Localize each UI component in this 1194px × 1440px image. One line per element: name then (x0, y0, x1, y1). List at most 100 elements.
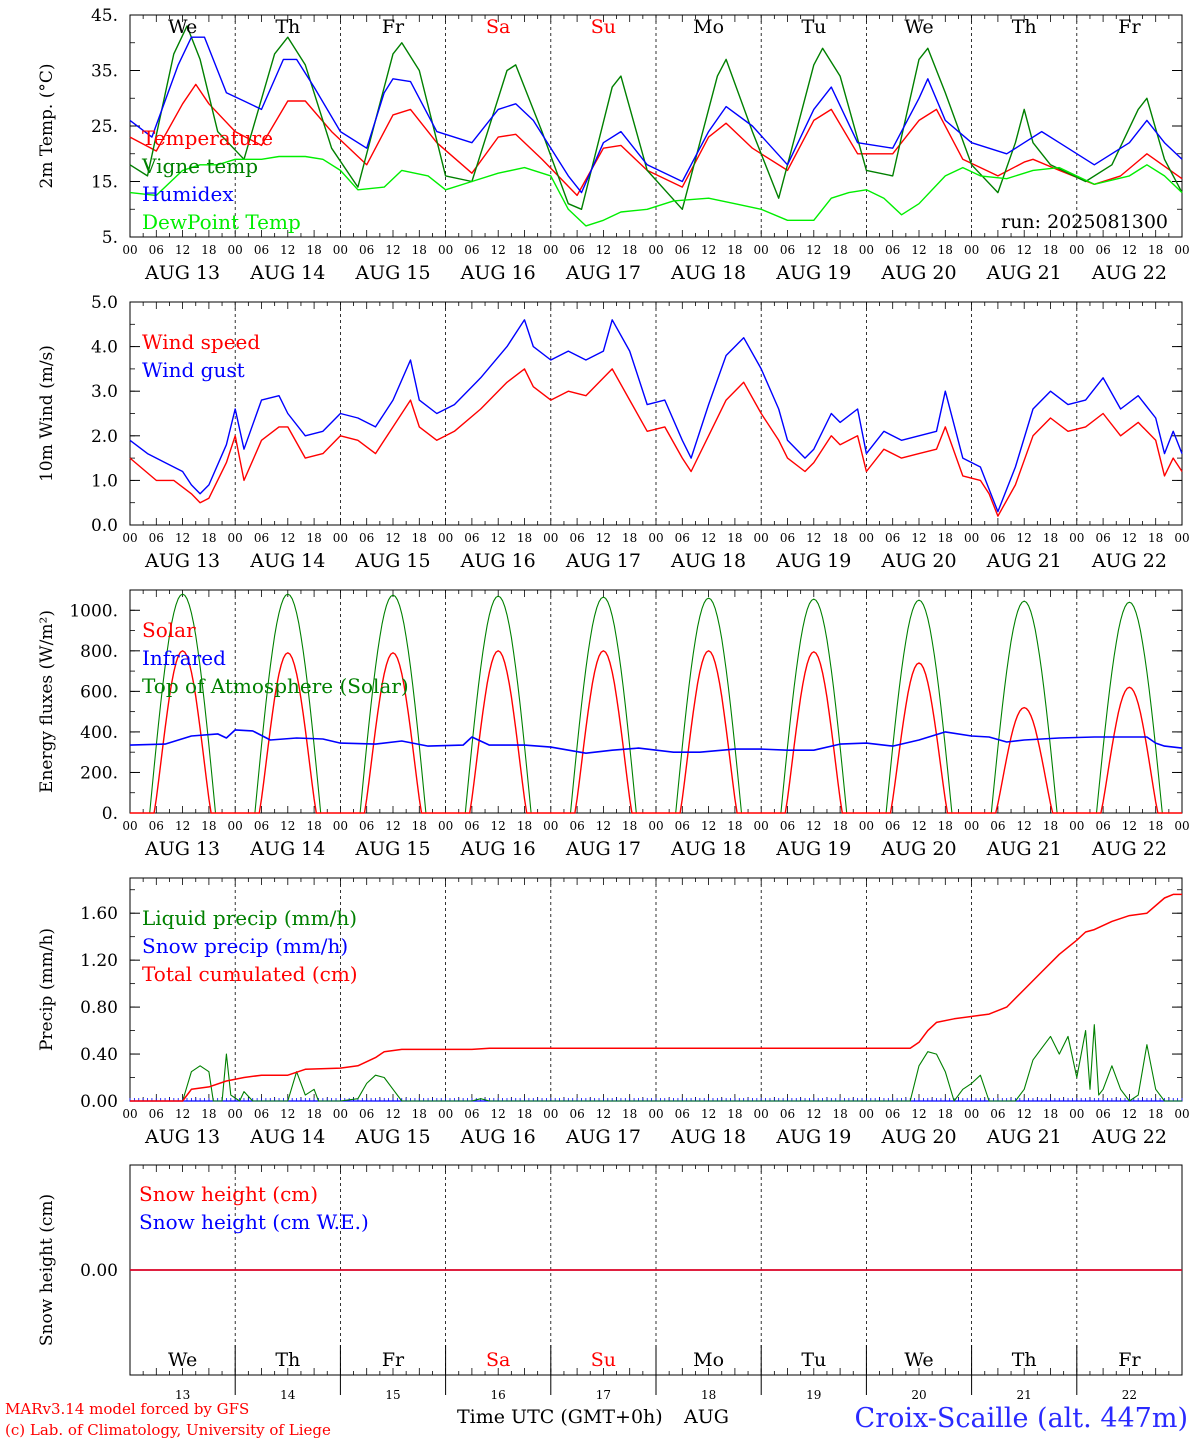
hour-tick-label: 06 (1095, 531, 1110, 545)
series-line-humidex (129, 36, 1183, 194)
date-label: AUG 20 (880, 1126, 956, 1148)
y-tick-label: 2.0 (91, 427, 118, 447)
hour-tick-label: 00 (859, 819, 874, 833)
hour-tick-label: 12 (701, 531, 716, 545)
hour-tick-label: 12 (280, 531, 295, 545)
date-label: AUG 18 (670, 262, 746, 284)
hour-tick-label: 00 (859, 243, 874, 257)
y-tick-label: 1000. (69, 601, 118, 621)
hour-tick-label: 00 (122, 819, 137, 833)
y-tick-label: 0.0 (91, 516, 118, 536)
hour-tick-label: 00 (438, 1107, 453, 1121)
hour-tick-label: 12 (280, 819, 295, 833)
hour-tick-label: 06 (675, 531, 690, 545)
hour-tick-label: 18 (622, 243, 637, 257)
hour-tick-label: 12 (175, 819, 190, 833)
hour-tick-label: 12 (491, 531, 506, 545)
panel-snow: 0.00 Snow height (cm) Snow height (cm) Snow… (37, 1164, 1183, 1376)
legend-entry: Infrared (142, 646, 226, 670)
y-tick-label: 200. (80, 763, 118, 783)
hour-tick-label: 06 (464, 531, 479, 545)
hour-tick-label: 06 (359, 1107, 374, 1121)
hour-tick-label: 18 (412, 243, 427, 257)
series-line-total-cumulated (130, 893, 1182, 1102)
hour-tick-label: 00 (122, 1107, 137, 1121)
hour-tick-label: 06 (885, 1107, 900, 1121)
day-name-label: We (904, 16, 933, 38)
hour-tick-label: 18 (1043, 243, 1058, 257)
y-axis-label: 10m Wind (m/s) (37, 345, 57, 482)
hour-tick-label: 18 (832, 531, 847, 545)
hour-tick-label: 00 (1174, 531, 1189, 545)
hour-tick-label: 06 (885, 819, 900, 833)
run-label: run: 2025081300 (1001, 211, 1168, 233)
hour-tick-label: 12 (911, 819, 926, 833)
hour-tick-label: 06 (149, 1107, 164, 1121)
date-label: AUG 21 (986, 838, 1062, 860)
date-label: AUG 14 (249, 262, 325, 284)
hour-tick-label: 00 (228, 243, 243, 257)
hour-tick-label: 00 (859, 1107, 874, 1121)
date-label: AUG 21 (986, 262, 1062, 284)
hour-tick-label: 18 (938, 243, 953, 257)
date-label: AUG 20 (880, 838, 956, 860)
day-name-label: Fr (1118, 16, 1141, 38)
hour-tick-label: 06 (569, 819, 584, 833)
series-line-infrared (129, 729, 1183, 754)
hour-tick-label: 12 (1017, 243, 1032, 257)
date-label: AUG 16 (460, 262, 536, 284)
day-name-label: Sa (486, 16, 510, 38)
date-label: AUG 14 (249, 1126, 325, 1148)
y-axis-label: Precip (mm/h) (37, 928, 57, 1051)
hour-tick-label: 12 (806, 1107, 821, 1121)
date-label: AUG 13 (144, 1126, 220, 1148)
hour-tick-label: 06 (359, 243, 374, 257)
date-label: AUG 17 (565, 550, 641, 572)
hour-tick-label: 18 (832, 243, 847, 257)
hour-tick-label: 06 (1095, 819, 1110, 833)
hour-tick-label: 00 (859, 531, 874, 545)
day-name-label: Th (1012, 1349, 1037, 1371)
hour-tick-label: 18 (201, 531, 216, 545)
y-axis-label: 2m Temp. (°C) (37, 63, 57, 188)
day-number-label: 15 (385, 1388, 400, 1402)
panel-precip: 1.60 1.20 0.80 0.40 0.00 Precip (mm/h) 00 06 12 1… (37, 877, 1190, 1148)
y-tick-label: 800. (80, 642, 118, 662)
hour-tick-label: 12 (491, 243, 506, 257)
date-label: AUG 16 (460, 1126, 536, 1148)
hour-tick-label: 18 (201, 243, 216, 257)
hour-tick-label: 00 (438, 819, 453, 833)
hour-tick-label: 12 (175, 1107, 190, 1121)
day-name-label: Sa (486, 1349, 510, 1371)
day-number-label: 22 (1122, 1388, 1137, 1402)
hour-tick-label: 18 (938, 819, 953, 833)
y-tick-label: 25. (91, 117, 118, 137)
hour-tick-label: 12 (385, 1107, 400, 1121)
y-tick-label: 0.40 (80, 1045, 118, 1065)
hour-tick-label: 12 (596, 531, 611, 545)
hour-tick-label: 12 (806, 243, 821, 257)
hour-tick-label: 00 (754, 1107, 769, 1121)
y-tick-label: 400. (80, 723, 118, 743)
hour-tick-label: 12 (701, 1107, 716, 1121)
hour-tick-label: 00 (543, 819, 558, 833)
hour-tick-label: 06 (149, 243, 164, 257)
hour-tick-label: 12 (911, 1107, 926, 1121)
hour-tick-label: 00 (1174, 1107, 1189, 1121)
hour-tick-label: 12 (806, 531, 821, 545)
date-label: AUG 13 (144, 838, 220, 860)
date-label: AUG 18 (670, 838, 746, 860)
date-label: AUG 19 (775, 838, 851, 860)
hour-tick-label: 00 (543, 531, 558, 545)
hour-tick-label: 00 (1069, 243, 1084, 257)
y-tick-label: 1.0 (91, 471, 118, 491)
y-tick-label: 0.00 (80, 1261, 118, 1281)
hour-tick-label: 18 (727, 819, 742, 833)
hour-tick-label: 06 (780, 531, 795, 545)
date-label: AUG 19 (775, 262, 851, 284)
hour-tick-label: 00 (333, 1107, 348, 1121)
hour-tick-label: 18 (1148, 819, 1163, 833)
hour-tick-label: 18 (412, 1107, 427, 1121)
hour-tick-label: 06 (990, 243, 1005, 257)
